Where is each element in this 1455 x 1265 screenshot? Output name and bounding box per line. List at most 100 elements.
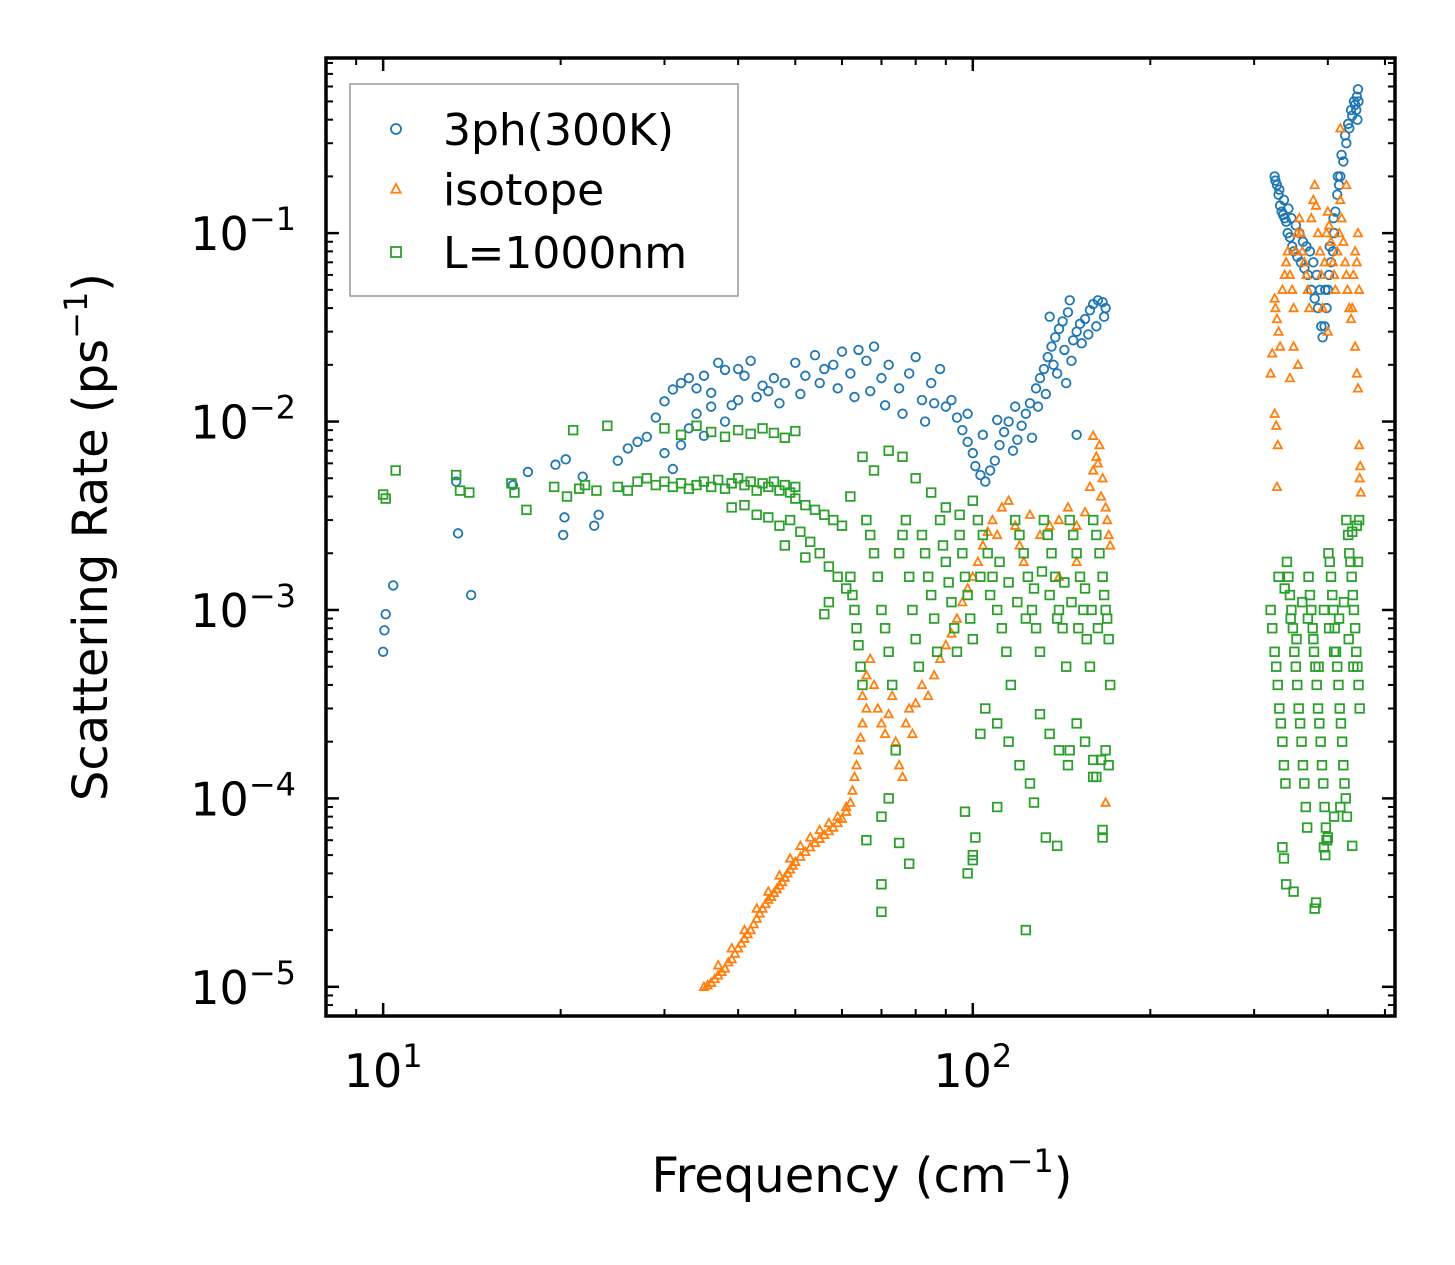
data-point bbox=[1270, 175, 1281, 186]
data-point bbox=[1349, 340, 1361, 351]
data-point bbox=[1329, 623, 1340, 634]
data-point bbox=[934, 514, 946, 526]
data-point bbox=[1353, 679, 1364, 691]
data-point bbox=[1062, 760, 1074, 771]
data-point bbox=[922, 571, 934, 582]
legend-label-isotope: isotope bbox=[443, 165, 604, 216]
data-point bbox=[1354, 459, 1366, 471]
data-point bbox=[1302, 283, 1314, 294]
data-point bbox=[1062, 501, 1074, 512]
data-point bbox=[823, 816, 835, 828]
data-point bbox=[903, 571, 915, 582]
data-point bbox=[641, 431, 653, 442]
data-point bbox=[890, 745, 901, 756]
data-point bbox=[675, 439, 687, 451]
data-point bbox=[1288, 301, 1300, 313]
data-point bbox=[883, 646, 894, 657]
data-point bbox=[1064, 295, 1075, 306]
data-point bbox=[1066, 596, 1077, 608]
data-point bbox=[1310, 661, 1321, 672]
data-point bbox=[779, 377, 791, 389]
data-point bbox=[900, 514, 912, 526]
data-point bbox=[1347, 589, 1359, 601]
data-point bbox=[989, 455, 1001, 466]
data-point bbox=[876, 811, 887, 822]
data-point bbox=[814, 823, 826, 835]
data-point bbox=[1097, 571, 1108, 582]
data-point bbox=[1101, 613, 1113, 624]
data-point bbox=[910, 351, 921, 363]
data-point bbox=[732, 942, 744, 953]
legend-marker-0 bbox=[390, 123, 402, 135]
data-point bbox=[1091, 529, 1102, 541]
data-point bbox=[739, 499, 750, 511]
data-point bbox=[1280, 879, 1292, 890]
data-point bbox=[845, 491, 856, 502]
data-point bbox=[779, 432, 791, 443]
data-point bbox=[1296, 736, 1307, 747]
data-point bbox=[751, 902, 763, 913]
data-point bbox=[1265, 367, 1277, 378]
data-point bbox=[1318, 256, 1331, 267]
data-point bbox=[1352, 226, 1364, 238]
data-point bbox=[975, 469, 986, 481]
data-point bbox=[1322, 325, 1334, 336]
data-point bbox=[1315, 736, 1326, 747]
data-point bbox=[632, 436, 643, 448]
data-point bbox=[1053, 745, 1065, 756]
data-point bbox=[1317, 301, 1329, 313]
data-point bbox=[779, 540, 791, 551]
data-point bbox=[751, 912, 763, 923]
data-point bbox=[994, 439, 1005, 451]
data-point bbox=[1095, 490, 1107, 501]
data-point bbox=[819, 509, 830, 520]
data-point bbox=[1336, 149, 1347, 161]
data-point bbox=[1302, 613, 1314, 624]
data-point bbox=[919, 548, 931, 559]
data-point bbox=[1009, 401, 1021, 412]
data-point bbox=[745, 476, 756, 487]
data-point bbox=[916, 394, 928, 406]
data-point bbox=[1308, 633, 1319, 645]
data-point bbox=[1316, 321, 1327, 332]
data-point bbox=[1297, 596, 1308, 608]
data-point bbox=[1276, 283, 1288, 294]
data-point bbox=[1053, 513, 1065, 525]
data-point bbox=[879, 727, 891, 738]
data-point bbox=[1280, 778, 1291, 789]
plot-frame bbox=[324, 56, 1397, 1018]
data-point bbox=[860, 702, 872, 713]
data-point bbox=[1036, 566, 1048, 577]
data-point bbox=[996, 623, 1008, 634]
data-point bbox=[1076, 338, 1087, 349]
data-point bbox=[784, 514, 796, 526]
data-point bbox=[1352, 556, 1364, 568]
data-point bbox=[828, 514, 839, 526]
data-point bbox=[800, 499, 811, 511]
data-point bbox=[1286, 283, 1298, 294]
data-point bbox=[1290, 661, 1302, 672]
data-point bbox=[667, 463, 679, 475]
data-point bbox=[622, 485, 634, 496]
data-point bbox=[1284, 589, 1296, 601]
data-point bbox=[794, 850, 806, 861]
data-point bbox=[1348, 604, 1360, 616]
data-point bbox=[1303, 301, 1315, 313]
data-point bbox=[705, 387, 717, 399]
data-point bbox=[897, 451, 908, 462]
data-point bbox=[949, 623, 960, 634]
data-point bbox=[940, 556, 952, 568]
data-point bbox=[956, 595, 968, 607]
data-point bbox=[823, 596, 835, 608]
data-point bbox=[1351, 646, 1362, 657]
data-point bbox=[962, 408, 973, 419]
data-point bbox=[832, 383, 843, 394]
data-point bbox=[591, 485, 602, 496]
data-point bbox=[875, 717, 888, 728]
data-point bbox=[1018, 555, 1030, 566]
data-point bbox=[1333, 613, 1345, 624]
data-point bbox=[1046, 341, 1057, 352]
data-point bbox=[1060, 661, 1072, 672]
data-point bbox=[800, 370, 811, 381]
data-point bbox=[1334, 193, 1346, 205]
